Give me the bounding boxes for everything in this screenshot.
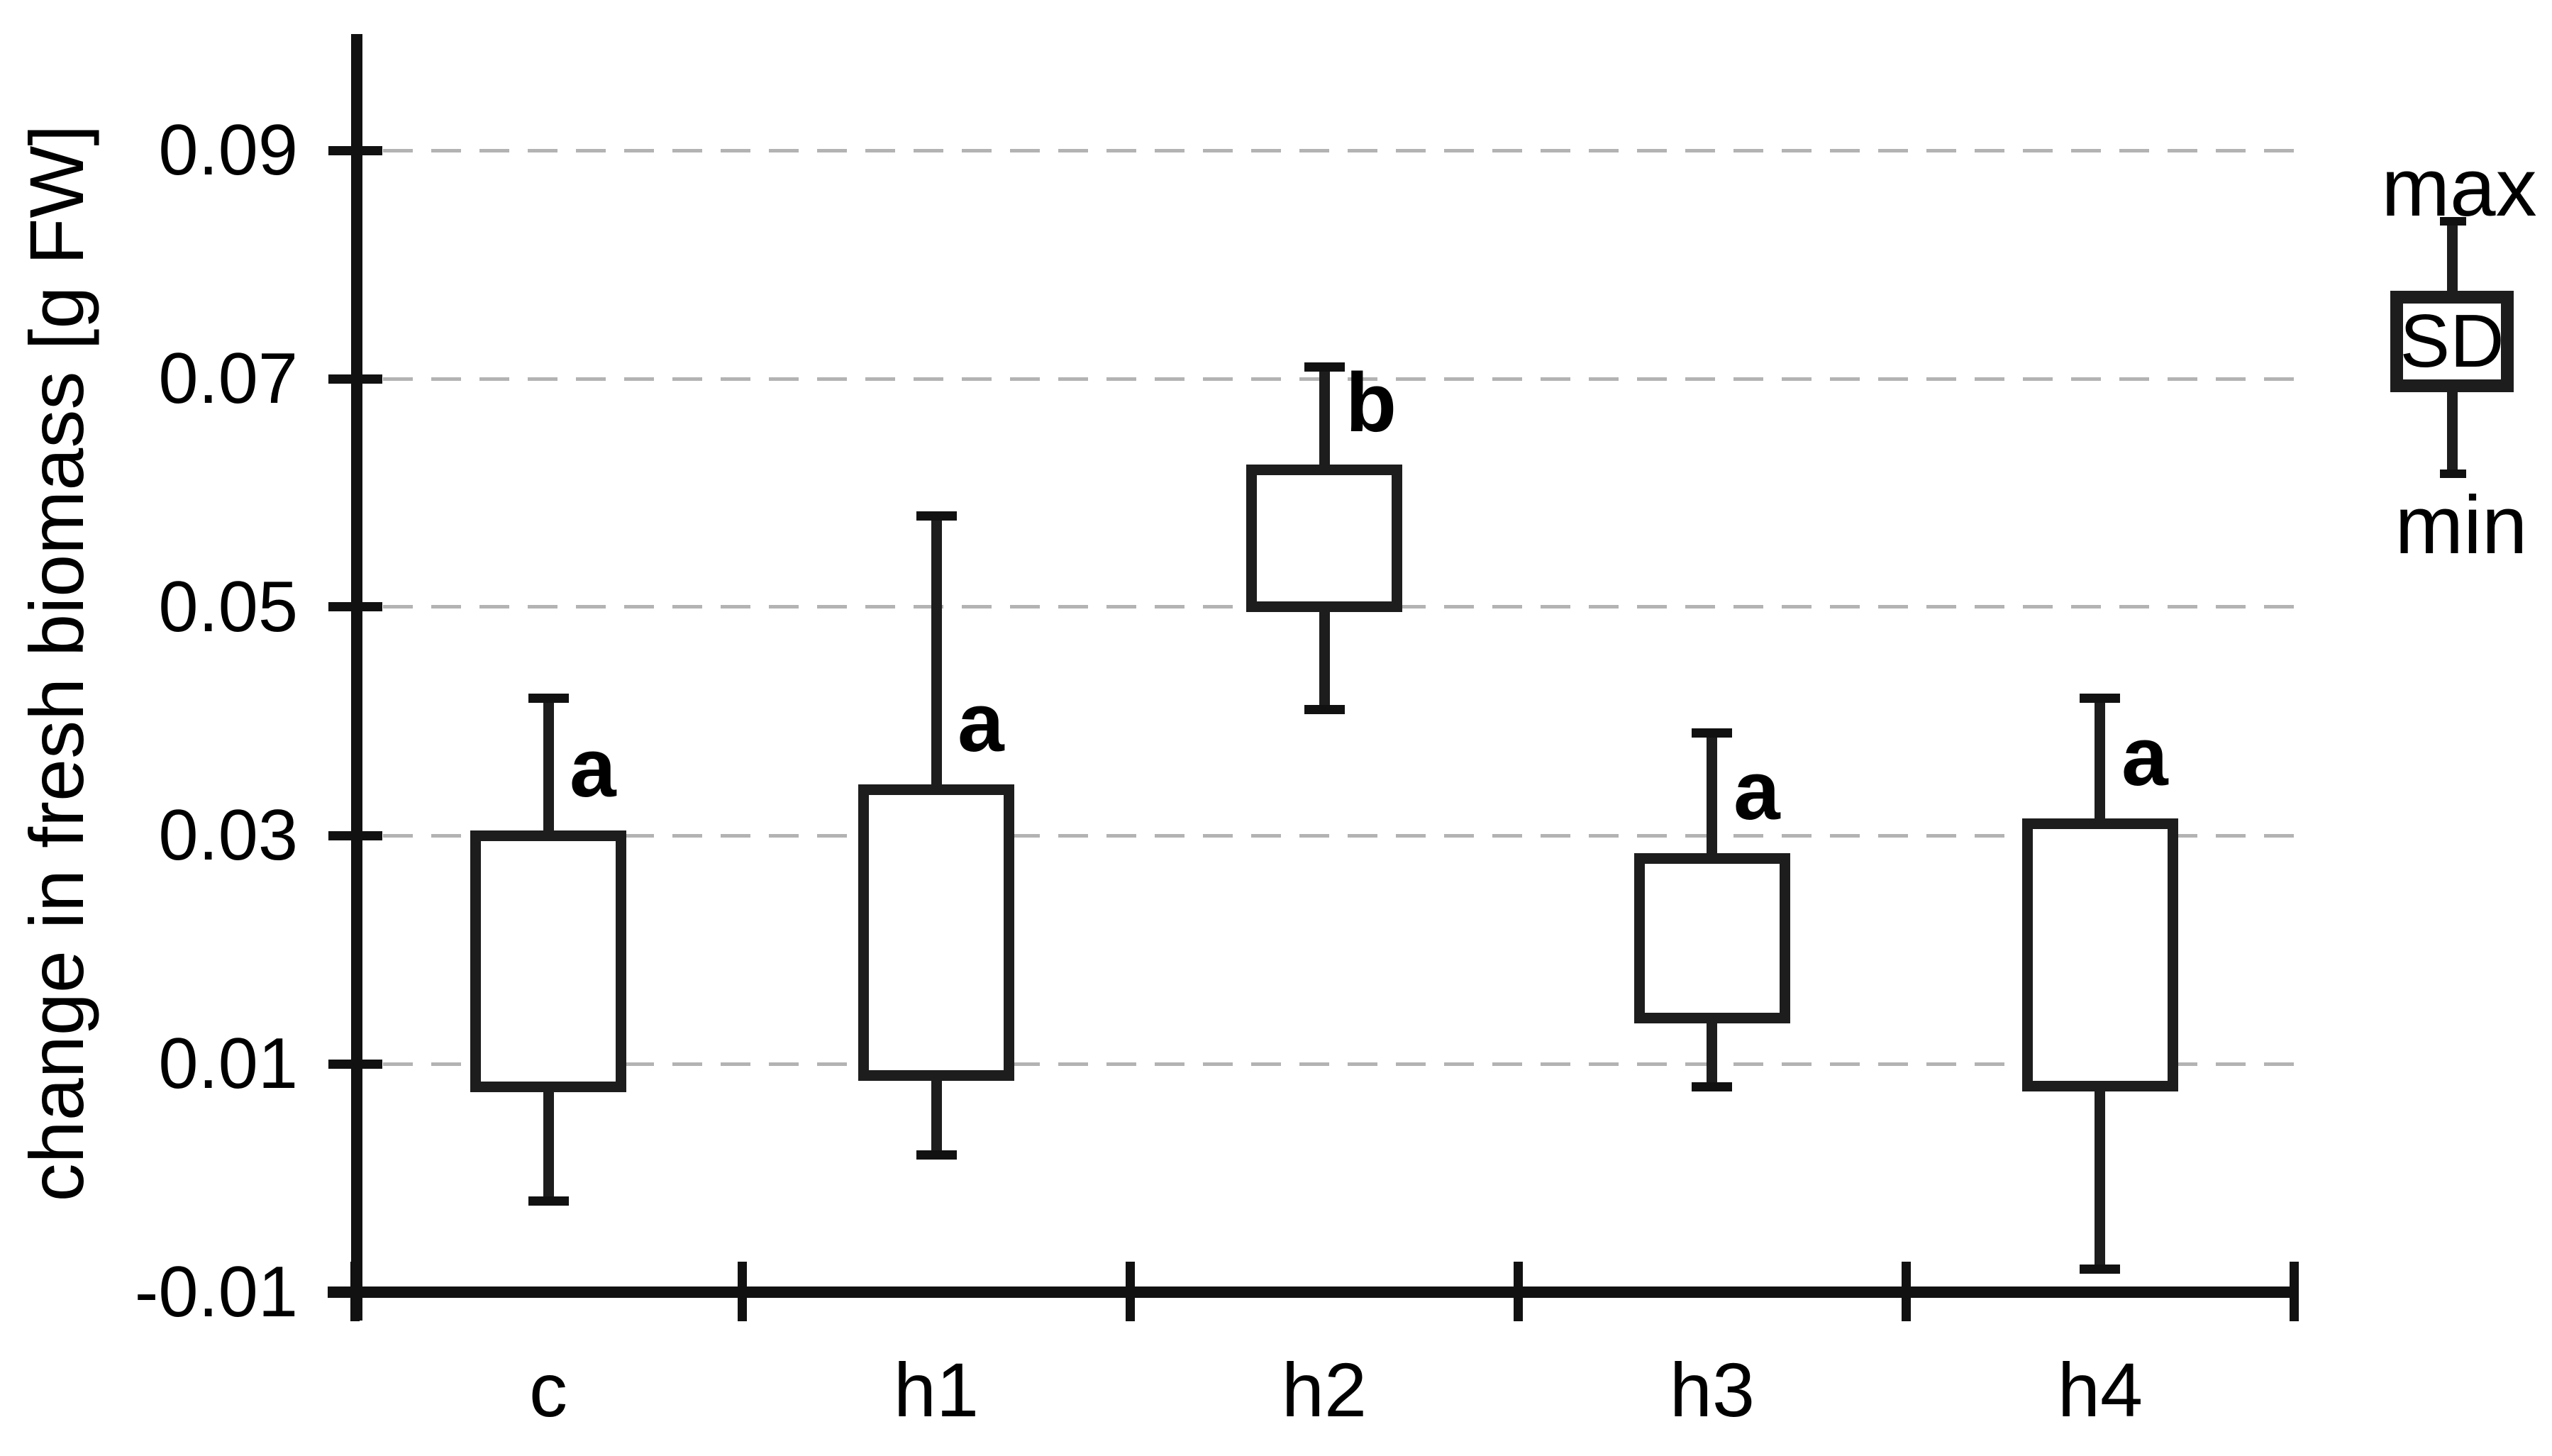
y-tick-label--0.01: -0.01 [134,1252,298,1332]
gridline-0.07 [383,377,2298,381]
x-tick-0 [350,1262,360,1321]
x-tick-4 [1902,1262,1911,1321]
legend-sd-label: SD [2400,299,2504,383]
sd-box-h3 [1634,853,1790,1023]
gridline-0.01 [383,1062,2298,1066]
significance-letter-h2: b [1346,356,1397,450]
whisker-cap-max-c [528,694,569,703]
significance-letter-h4: a [2121,710,2168,804]
y-tick-label-0.01: 0.01 [158,1024,298,1104]
whisker-cap-min-h4 [2080,1265,2120,1274]
legend-whisker-top-cap [2440,217,2466,226]
whisker-cap-min-c [528,1196,569,1206]
whisker-bottom-stem-h4 [2095,1081,2105,1269]
x-tick-3 [1514,1262,1523,1321]
sd-box-h4 [2022,818,2178,1091]
significance-letter-h1: a [958,676,1004,769]
whisker-bottom-stem-h3 [1707,1013,1717,1087]
x-tick-label-c: c [529,1347,567,1433]
y-tick-0.03 [328,831,382,840]
significance-letter-c: a [570,721,616,815]
whisker-top-stem-h2 [1319,367,1330,476]
whisker-top-stem-h3 [1707,733,1717,864]
legend-min-label: min [2395,479,2528,571]
y-tick-label-0.09: 0.09 [158,111,298,190]
x-axis-line [328,1286,2298,1298]
whisker-top-stem-h1 [931,516,942,795]
whisker-cap-max-h3 [1692,728,1732,738]
gridline-0.03 [383,834,2298,838]
legend-sd-box: SD [2390,291,2514,392]
y-tick-label-0.03: 0.03 [158,796,298,875]
y-tick-0.01 [328,1060,382,1069]
sd-box-c [470,830,626,1092]
x-tick-2 [1126,1262,1135,1321]
whisker-bottom-stem-c [543,1081,554,1201]
whisker-top-stem-c [543,699,554,841]
x-tick-label-h2: h2 [1281,1347,1367,1433]
y-axis-line [351,34,362,1321]
y-tick-label-0.05: 0.05 [158,567,298,647]
y-tick-0.05 [328,602,382,611]
y-tick-0.09 [328,146,382,155]
significance-letter-h3: a [1733,744,1780,838]
legend-whisker-bottom-cap [2440,469,2466,478]
legend-max-label: max [2381,141,2537,233]
whisker-bottom-stem-h1 [931,1069,942,1155]
whisker-cap-min-h2 [1304,705,1345,714]
sd-box-h2 [1246,465,1402,612]
whisker-cap-min-h1 [916,1150,957,1160]
legend-whisker-top-stem [2447,221,2458,292]
x-tick-label-h3: h3 [1669,1347,1755,1433]
sd-box-h1 [858,784,1014,1081]
whisker-cap-max-h1 [916,511,957,521]
x-tick-5 [2290,1262,2299,1321]
y-tick-0.07 [328,374,382,384]
whisker-cap-max-h2 [1304,362,1345,372]
y-tick-label-0.07: 0.07 [158,339,298,418]
x-tick-1 [738,1262,747,1321]
x-tick-label-h4: h4 [2057,1347,2143,1433]
gridline-0.09 [383,149,2298,152]
whisker-bottom-stem-h2 [1319,601,1330,710]
x-tick-label-h1: h1 [893,1347,980,1433]
legend-whisker-bottom-stem [2447,391,2458,474]
whisker-cap-min-h3 [1692,1082,1732,1091]
whisker-top-stem-h4 [2095,699,2105,830]
whisker-cap-max-h4 [2080,694,2120,703]
